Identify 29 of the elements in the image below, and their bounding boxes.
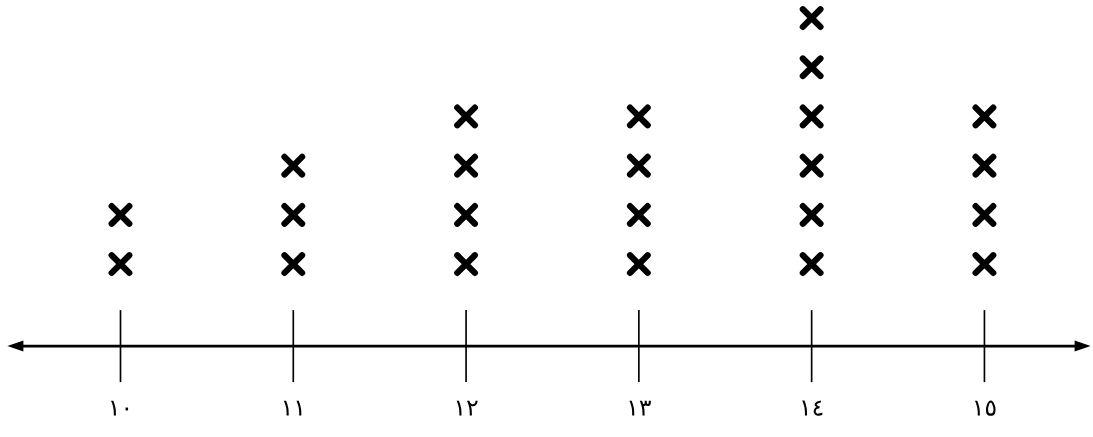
point <box>972 202 997 227</box>
x-tick-label: ١٣ <box>629 400 651 416</box>
x-tick-label: ١٥ <box>974 400 996 416</box>
point <box>454 153 478 178</box>
point <box>799 202 824 227</box>
point <box>454 104 478 129</box>
point <box>799 104 824 129</box>
point <box>626 252 651 277</box>
point <box>454 252 478 277</box>
point <box>972 252 997 277</box>
point <box>281 252 306 277</box>
point <box>799 153 824 178</box>
x-tick-label: ١٤ <box>802 400 823 416</box>
x-tick-label: ١٢ <box>456 400 478 416</box>
point <box>626 202 651 227</box>
point <box>626 104 651 129</box>
point <box>799 6 824 30</box>
point <box>799 55 824 80</box>
x-tick-label: ١٠ <box>111 400 129 416</box>
point <box>281 202 306 227</box>
point <box>972 153 997 178</box>
point <box>799 252 824 277</box>
point <box>454 202 478 227</box>
point <box>626 153 651 178</box>
point <box>108 202 133 227</box>
point <box>972 104 997 129</box>
x-tick-label: ١١ <box>283 400 302 416</box>
point <box>108 252 133 277</box>
point <box>281 153 306 178</box>
